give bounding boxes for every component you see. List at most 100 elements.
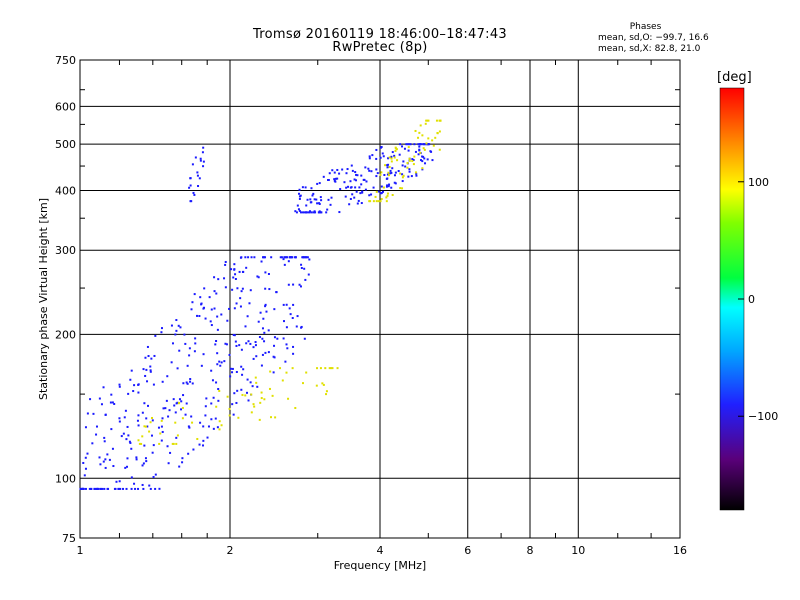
- data-point: [327, 198, 330, 201]
- data-point: [228, 353, 231, 356]
- data-point: [183, 333, 186, 336]
- data-point: [177, 324, 180, 327]
- data-point: [417, 136, 420, 139]
- colorbar: 100 0 −100: [719, 87, 778, 511]
- data-point: [213, 276, 216, 279]
- data-point: [244, 256, 247, 259]
- data-point: [118, 385, 121, 388]
- data-point: [407, 149, 410, 152]
- data-point: [142, 462, 145, 465]
- data-point: [216, 315, 219, 318]
- data-point: [210, 369, 213, 372]
- data-point: [415, 174, 418, 177]
- data-point: [212, 427, 215, 430]
- x-tick-label: 8: [527, 544, 534, 557]
- data-point: [126, 457, 129, 460]
- data-point: [367, 167, 370, 170]
- data-point: [137, 424, 140, 427]
- data-point: [224, 342, 227, 345]
- data-point: [187, 452, 190, 455]
- data-point: [419, 124, 422, 127]
- data-point: [111, 447, 114, 450]
- data-point: [132, 390, 135, 393]
- data-point: [431, 139, 434, 142]
- data-point: [173, 404, 176, 407]
- data-point: [210, 324, 213, 327]
- data-point: [175, 442, 178, 445]
- data-point: [198, 315, 201, 318]
- data-point: [425, 119, 428, 122]
- data-point: [93, 487, 96, 490]
- data-point: [428, 143, 431, 146]
- data-point: [298, 188, 301, 191]
- data-point: [326, 208, 329, 211]
- data-point: [257, 320, 260, 323]
- data-point: [259, 401, 262, 404]
- data-point: [233, 392, 236, 395]
- data-point: [336, 177, 339, 180]
- data-point: [386, 184, 389, 187]
- data-point: [383, 174, 386, 177]
- data-point: [268, 387, 271, 390]
- data-point: [401, 176, 404, 179]
- data-point: [298, 192, 301, 195]
- data-point: [406, 143, 409, 146]
- data-point: [283, 263, 286, 266]
- data-point: [292, 345, 295, 348]
- data-point: [186, 364, 189, 367]
- data-point: [374, 195, 377, 198]
- data-point: [414, 129, 417, 132]
- data-point: [217, 278, 220, 281]
- data-point: [181, 406, 184, 409]
- data-point: [235, 401, 238, 404]
- data-point: [151, 416, 154, 419]
- data-point: [381, 190, 384, 193]
- data-point: [240, 348, 243, 351]
- data-point: [267, 329, 270, 332]
- data-point: [406, 162, 409, 165]
- data-point: [181, 461, 184, 464]
- data-point: [385, 200, 388, 203]
- data-point: [162, 407, 165, 410]
- data-point: [353, 196, 356, 199]
- data-point: [300, 326, 303, 329]
- data-point: [198, 177, 201, 180]
- data-point: [235, 370, 238, 373]
- data-point: [408, 170, 411, 173]
- data-point: [104, 466, 107, 469]
- data-point: [202, 425, 205, 428]
- data-point: [421, 160, 424, 163]
- data-point: [245, 391, 248, 394]
- data-point: [330, 196, 333, 199]
- data-point: [304, 186, 307, 189]
- chart-subtitle: RwPretec (8p): [332, 40, 428, 55]
- data-point: [118, 383, 121, 386]
- data-point: [191, 382, 194, 385]
- data-point: [261, 353, 264, 356]
- data-point: [346, 168, 349, 171]
- data-point: [313, 210, 316, 213]
- data-point: [420, 143, 423, 146]
- x-tick-label: 6: [464, 544, 471, 557]
- data-point: [168, 409, 171, 412]
- data-point: [425, 142, 428, 145]
- data-point: [439, 119, 442, 122]
- data-point: [134, 487, 137, 490]
- data-point: [84, 456, 87, 459]
- x-tick-label: 4: [377, 544, 384, 557]
- data-points: [79, 119, 442, 490]
- data-point: [192, 448, 195, 451]
- data-point: [231, 288, 234, 291]
- data-point: [223, 360, 226, 363]
- data-point: [199, 159, 202, 162]
- data-point: [419, 151, 422, 154]
- data-point: [180, 400, 183, 403]
- data-point: [408, 157, 411, 160]
- data-point: [178, 401, 181, 404]
- data-point: [395, 148, 398, 151]
- data-point: [83, 474, 86, 477]
- data-point: [415, 172, 418, 175]
- data-point: [232, 413, 235, 416]
- data-point: [199, 296, 202, 299]
- data-point: [271, 394, 274, 397]
